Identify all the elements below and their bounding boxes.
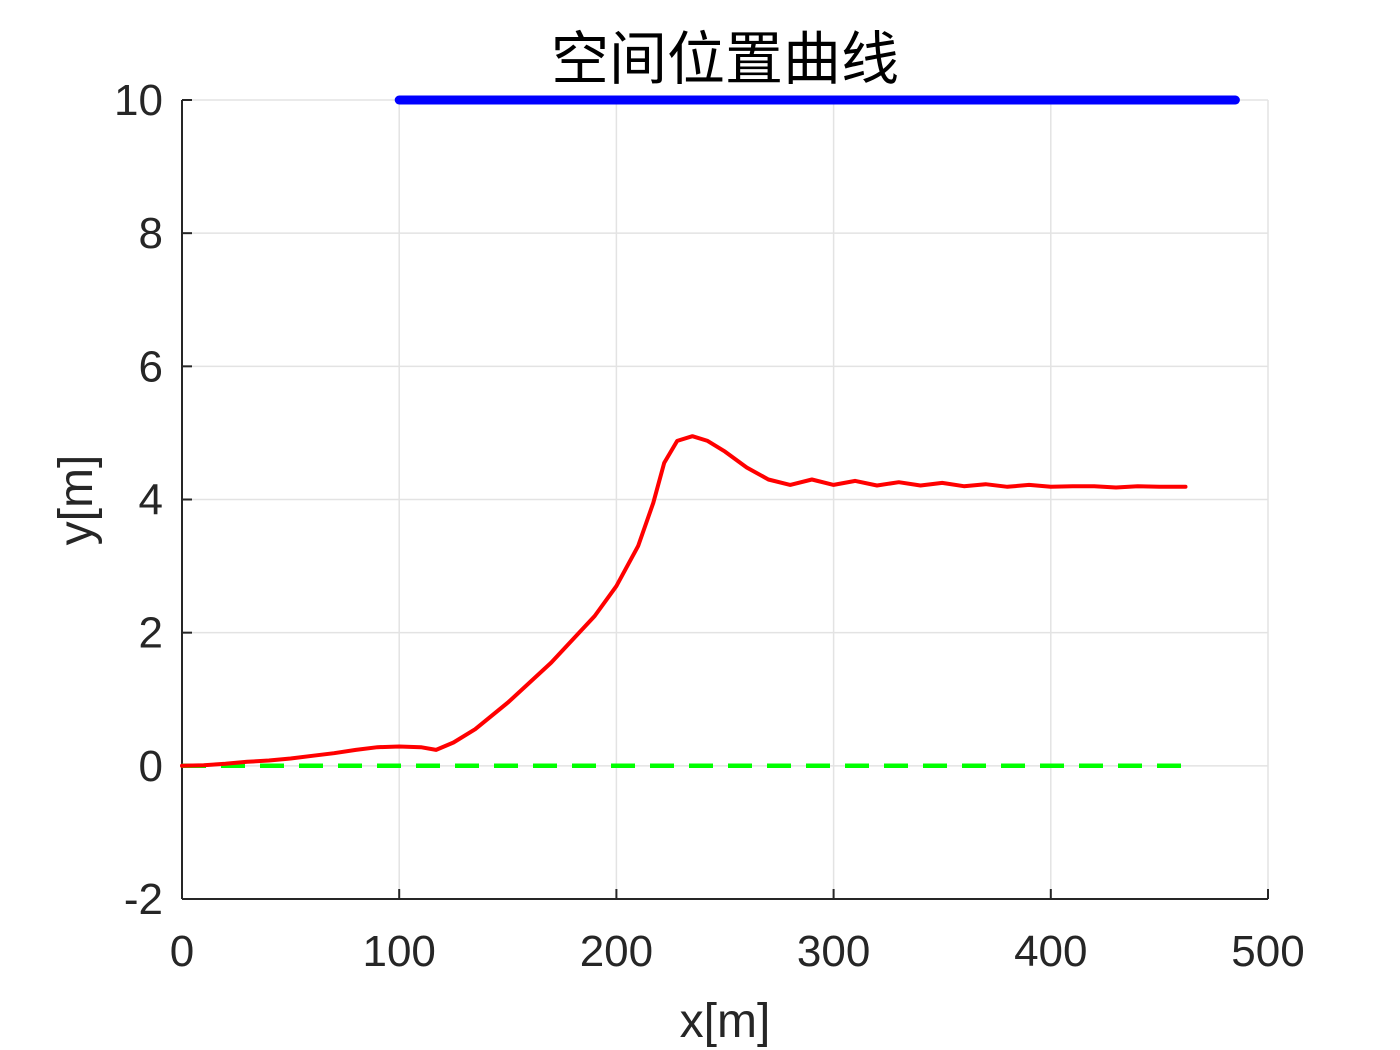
x-tick-label: 200 [580,927,653,976]
chart-title: 空间位置曲线 [551,25,899,93]
y-tick-label: 0 [139,742,163,791]
series-layer [180,95,1240,769]
y-axis-label: y[m] [50,455,103,546]
x-tick-label: 0 [170,927,194,976]
x-tick-label: 500 [1231,927,1304,976]
y-tick-label: 6 [139,342,163,391]
y-tick-label: 10 [114,76,163,125]
x-axis-label: x[m] [680,995,771,1048]
y-tick-label: 2 [139,609,163,658]
y-tick-label: -2 [124,875,163,924]
x-tick-label: 100 [362,927,435,976]
y-tick-label: 4 [139,476,163,525]
series-red-line [180,434,1188,768]
grid-lines [181,99,1269,900]
x-tick-label: 400 [1014,927,1087,976]
y-tick-label: 8 [139,209,163,258]
x-tick-label: 300 [797,927,870,976]
